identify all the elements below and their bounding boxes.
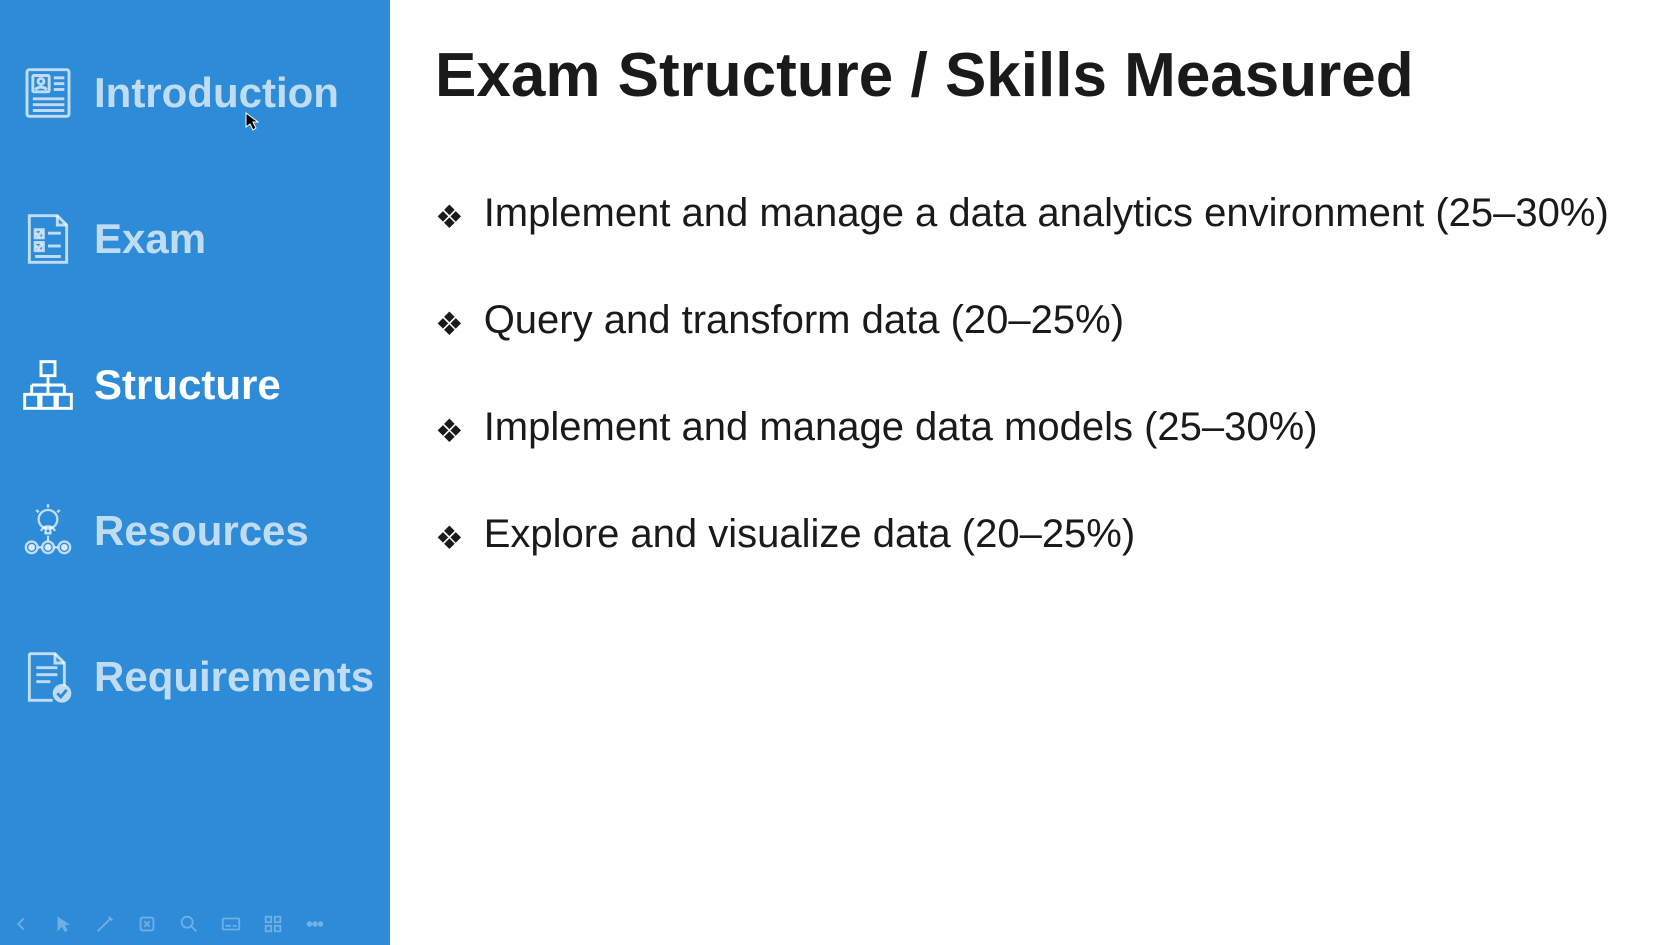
- bullet-marker: ❖: [435, 191, 464, 243]
- sidebar-item-label: Introduction: [94, 69, 339, 117]
- bullet-item: ❖ Explore and visualize data (20–25%): [435, 512, 1635, 564]
- ink-icon[interactable]: [136, 913, 158, 935]
- checklist-icon: [20, 211, 76, 267]
- sidebar-item-introduction[interactable]: Introduction: [0, 20, 390, 166]
- lightbulb-gears-icon: [20, 503, 76, 559]
- sidebar-item-label: Structure: [94, 361, 281, 409]
- bullet-text: Explore and visualize data (20–25%): [484, 512, 1136, 557]
- sidebar-item-requirements[interactable]: Requirements: [0, 604, 390, 750]
- sidebar-item-structure[interactable]: Structure: [0, 312, 390, 458]
- sidebar-item-label: Resources: [94, 507, 309, 555]
- bullet-item: ❖ Query and transform data (20–25%): [435, 298, 1635, 350]
- sidebar-item-exam[interactable]: Exam: [0, 166, 390, 312]
- more-icon[interactable]: [304, 913, 326, 935]
- presentation-toolbar: [10, 913, 326, 935]
- pen-icon[interactable]: [94, 913, 116, 935]
- sidebar-item-label: Requirements: [94, 653, 374, 701]
- sidebar-item-resources[interactable]: Resources: [0, 458, 390, 604]
- grid-view-icon[interactable]: [262, 913, 284, 935]
- hierarchy-icon: [20, 357, 76, 413]
- bullet-text: Query and transform data (20–25%): [484, 298, 1124, 343]
- sidebar: Introduction Exam: [0, 0, 390, 945]
- bullet-list: ❖ Implement and manage a data analytics …: [435, 191, 1635, 564]
- sidebar-item-label: Exam: [94, 215, 206, 263]
- bullet-item: ❖ Implement and manage data models (25–3…: [435, 405, 1635, 457]
- bullet-text: Implement and manage data models (25–30%…: [484, 405, 1318, 450]
- bullet-text: Implement and manage a data analytics en…: [484, 191, 1609, 236]
- document-profile-icon: [20, 65, 76, 121]
- zoom-icon[interactable]: [178, 913, 200, 935]
- main-content: Exam Structure / Skills Measured ❖ Imple…: [390, 0, 1680, 945]
- bullet-marker: ❖: [435, 405, 464, 457]
- bullet-marker: ❖: [435, 298, 464, 350]
- document-check-icon: [20, 649, 76, 705]
- subtitle-icon[interactable]: [220, 913, 242, 935]
- prev-slide-icon[interactable]: [10, 913, 32, 935]
- pointer-icon[interactable]: [52, 913, 74, 935]
- bullet-item: ❖ Implement and manage a data analytics …: [435, 191, 1635, 243]
- page-title: Exam Structure / Skills Measured: [435, 40, 1635, 111]
- bullet-marker: ❖: [435, 512, 464, 564]
